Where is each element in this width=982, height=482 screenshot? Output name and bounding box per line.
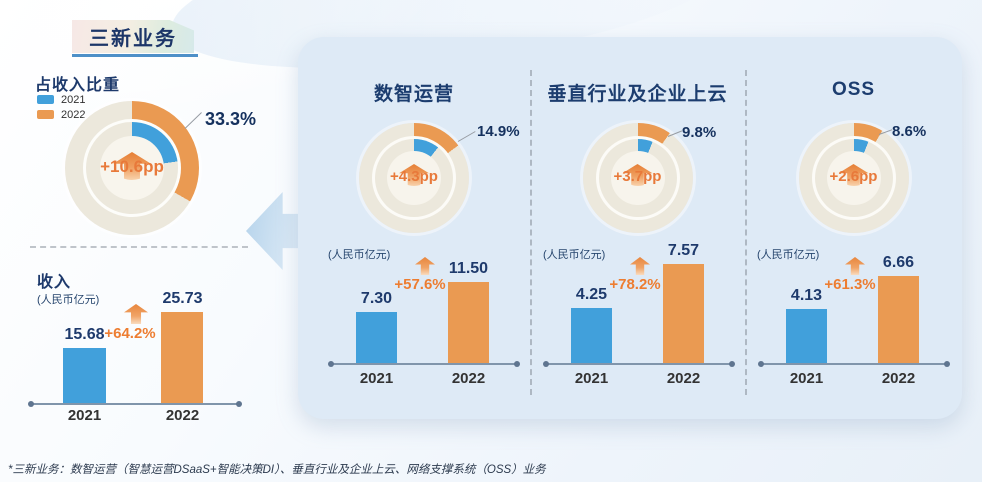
revenue-chart: 4.25 7.57 +78.2% 2021 2022: [543, 242, 735, 387]
bar-2022: [161, 312, 203, 404]
legend-swatch-2021: [37, 95, 54, 104]
growth-label: +78.2%: [609, 276, 661, 293]
x-axis: [328, 361, 520, 367]
unit-label: (人民币亿元): [37, 294, 100, 306]
share-callout-label: 8.6%: [892, 123, 927, 140]
x-axis: [758, 361, 950, 367]
up-arrow-icon: [415, 257, 435, 275]
value-label-2021: 15.68: [64, 326, 105, 343]
growth-annotation: +61.3%: [800, 257, 900, 293]
x-axis: [28, 401, 242, 407]
bar-2021: [63, 348, 106, 404]
legend-item-2021: 2021: [37, 92, 85, 107]
unit-label: (人民币亿元): [543, 249, 606, 261]
section-title: 数智运营: [373, 84, 454, 105]
x-tick-2021: 2021: [67, 407, 102, 424]
title-badge: 三新业务: [72, 20, 194, 53]
donut-annotation: +4.3pp: [359, 117, 469, 233]
legend: 2021 2022: [37, 92, 85, 122]
pp-change-label: +2.6pp: [829, 167, 878, 185]
section-separator: [745, 70, 747, 395]
donut-annotation: +2.6pp: [799, 117, 909, 233]
x-axis: [543, 361, 735, 367]
page-title: 三新业务: [89, 28, 177, 50]
title-underline: [72, 54, 198, 57]
unit-label: (人民币亿元): [757, 249, 820, 261]
section-oss: OSS +2.6pp 8.6% (人民币亿元) 4.13 6.66: [745, 37, 962, 419]
bar-2022: [663, 264, 704, 364]
value-label-2022: 25.73: [162, 290, 203, 307]
share-callout-label: 14.9%: [477, 123, 520, 140]
share-donut: +4.3pp: [359, 123, 469, 233]
donut-annotation: +3.7pp: [583, 117, 693, 233]
x-tick-2022: 2022: [165, 407, 200, 424]
legend-label-2021: 2021: [61, 93, 86, 106]
section-dsaas: 数智运营 +4.3pp 14.9% (人民币亿元) 7.30 11.50: [298, 37, 530, 419]
growth-label: +64.2%: [104, 325, 156, 342]
bar-2021: [356, 312, 397, 364]
revenue-chart: 4.13 6.66 +61.3% 2021 2022: [758, 254, 950, 387]
unit-label: (人民币亿元): [328, 249, 391, 261]
up-arrow-icon: [630, 257, 650, 275]
pp-change-label: +3.7pp: [613, 167, 662, 185]
dashed-divider: [30, 246, 248, 248]
x-tick-2022: 2022: [666, 370, 701, 387]
bar-2021: [571, 308, 612, 364]
bar-2022: [448, 282, 489, 364]
growth-annotation: +57.6%: [370, 257, 470, 293]
bar-2021: [786, 309, 827, 364]
x-tick-2021: 2021: [789, 370, 824, 387]
x-tick-2021: 2021: [359, 370, 394, 387]
value-label-2022: 6.66: [882, 254, 915, 271]
up-arrow-icon: [845, 257, 865, 275]
growth-label: +57.6%: [394, 276, 446, 293]
overall-revenue-chart: 15.68 25.73 +64.2% 2021 2022: [28, 290, 242, 424]
growth-annotation: +64.2%: [80, 304, 180, 342]
x-tick-2022: 2022: [451, 370, 486, 387]
value-label-2022: 11.50: [448, 260, 489, 277]
x-tick-2021: 2021: [574, 370, 609, 387]
business-panel: 数智运营 +4.3pp 14.9% (人民币亿元) 7.30 11.50: [298, 37, 962, 419]
overall-share-donut: +10.6pp: [65, 101, 199, 235]
up-arrow-icon: [124, 304, 148, 324]
value-label-2021: 7.30: [360, 290, 393, 307]
bar-2022: [878, 276, 919, 364]
value-label-2021: 4.13: [790, 287, 823, 304]
pp-change-label: +10.6pp: [100, 157, 164, 176]
section-title: 垂直行业及企业上云: [547, 84, 728, 105]
share-donut: +2.6pp: [798, 123, 909, 233]
value-label-2022: 7.57: [667, 242, 700, 259]
donut-annotation: +10.6pp: [65, 97, 199, 235]
share-callout-label: 33.3%: [205, 109, 257, 129]
footnote: *三新业务：数智运营（智慧运营DSaaS+智能决策DI）、垂直行业及企业上云、网…: [8, 464, 546, 476]
legend-label-2022: 2022: [61, 108, 86, 121]
section-title: OSS: [831, 79, 876, 100]
section-separator: [530, 70, 532, 395]
share-of-revenue-title: 占收入比重: [35, 77, 121, 94]
value-label-2021: 4.25: [575, 286, 608, 303]
x-tick-2022: 2022: [881, 370, 916, 387]
legend-swatch-2022: [37, 110, 54, 119]
revenue-chart: 7.30 11.50 +57.6% 2021 2022: [328, 257, 520, 387]
revenue-title: 收入: [37, 274, 72, 291]
pp-change-label: +4.3pp: [390, 167, 438, 185]
growth-label: +61.3%: [824, 276, 876, 293]
growth-annotation: +78.2%: [585, 257, 685, 293]
share-donut: +3.7pp: [582, 123, 693, 233]
share-callout-label: 9.8%: [682, 124, 717, 141]
legend-item-2022: 2022: [37, 107, 85, 122]
section-vertical-cloud: 垂直行业及企业上云 +3.7pp 9.8% (人民币亿元) 4.25 7.57: [530, 37, 745, 419]
